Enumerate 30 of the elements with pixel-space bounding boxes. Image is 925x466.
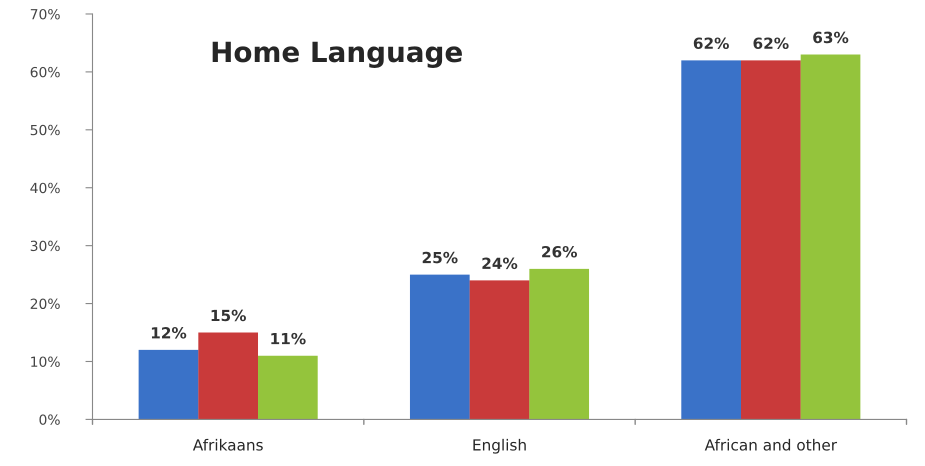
y-tick-label: 60% — [30, 66, 60, 78]
y-tick-label: 10% — [31, 356, 60, 367]
x-tick-label: Afrikaans — [192, 438, 263, 451]
data-label: 62% — [694, 37, 729, 50]
y-tick-label: 40% — [30, 182, 60, 194]
bar — [529, 268, 590, 420]
bar — [198, 332, 258, 420]
data-label: 11% — [271, 332, 306, 344]
x-tick-label: English — [473, 438, 526, 454]
bar — [470, 280, 530, 420]
bar — [258, 356, 318, 420]
bar — [800, 54, 860, 420]
y-tick-label: 30% — [30, 240, 60, 252]
bar — [681, 60, 741, 420]
y-tick-label: 0% — [39, 414, 60, 425]
data-label: 24% — [482, 258, 518, 270]
y-tick-label: 50% — [30, 124, 60, 136]
data-label: 15% — [212, 310, 246, 322]
bar — [138, 350, 198, 420]
bar — [740, 60, 801, 420]
y-tick-label: 20% — [30, 298, 60, 310]
bar — [410, 274, 470, 420]
data-label: 12% — [152, 327, 186, 339]
y-tick-label: 70% — [30, 8, 60, 20]
x-tick-label: African and other — [704, 438, 838, 451]
data-label: 63% — [813, 32, 848, 44]
data-label: 26% — [542, 246, 577, 258]
text: Home Language — [212, 42, 462, 68]
data-label: 25% — [422, 252, 458, 264]
data-label: 62% — [753, 37, 789, 50]
